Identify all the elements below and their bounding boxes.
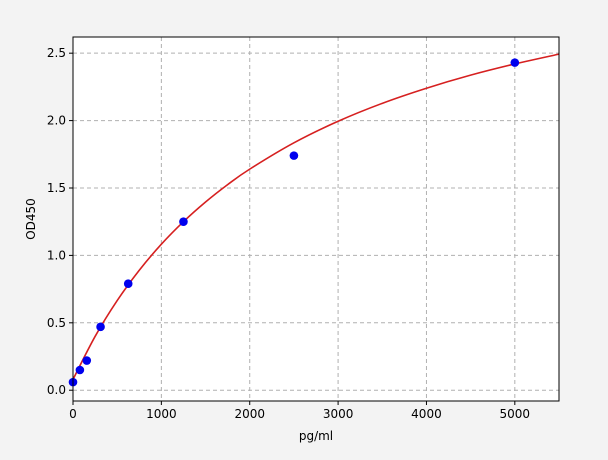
data-point bbox=[510, 58, 520, 67]
x-tick-label: 1000 bbox=[146, 407, 177, 421]
y-axis-ticks: 0.0 0.5 1.0 1.5 2.0 2.5 bbox=[47, 46, 73, 397]
data-point bbox=[96, 322, 105, 332]
y-tick-label: 1.0 bbox=[47, 248, 66, 262]
y-tick-label: 1.5 bbox=[47, 181, 66, 195]
data-point bbox=[75, 365, 85, 375]
x-tick-label: 4000 bbox=[411, 407, 442, 421]
data-point bbox=[123, 279, 133, 289]
x-tick-label: 5000 bbox=[500, 407, 531, 421]
grid bbox=[72, 37, 559, 401]
y-tick-label: 2.5 bbox=[47, 46, 66, 60]
x-tick-label: 3000 bbox=[323, 407, 354, 421]
y-tick-label: 0.5 bbox=[47, 316, 66, 330]
plot-area bbox=[73, 37, 559, 401]
data-points-group bbox=[68, 58, 520, 387]
y-axis-label: OD450 bbox=[24, 198, 38, 240]
x-axis-ticks: 0 1000 2000 3000 4000 5000 bbox=[69, 401, 530, 421]
data-point bbox=[179, 217, 188, 226]
x-tick-label: 2000 bbox=[234, 407, 265, 421]
data-point bbox=[82, 356, 92, 365]
y-tick-label: 2.0 bbox=[47, 114, 66, 128]
x-axis-label: pg/ml bbox=[299, 429, 333, 443]
y-tick-label: 0.0 bbox=[47, 383, 66, 397]
data-point bbox=[289, 151, 299, 160]
plot-frame bbox=[72, 36, 560, 402]
x-tick-label: 0 bbox=[69, 407, 77, 421]
